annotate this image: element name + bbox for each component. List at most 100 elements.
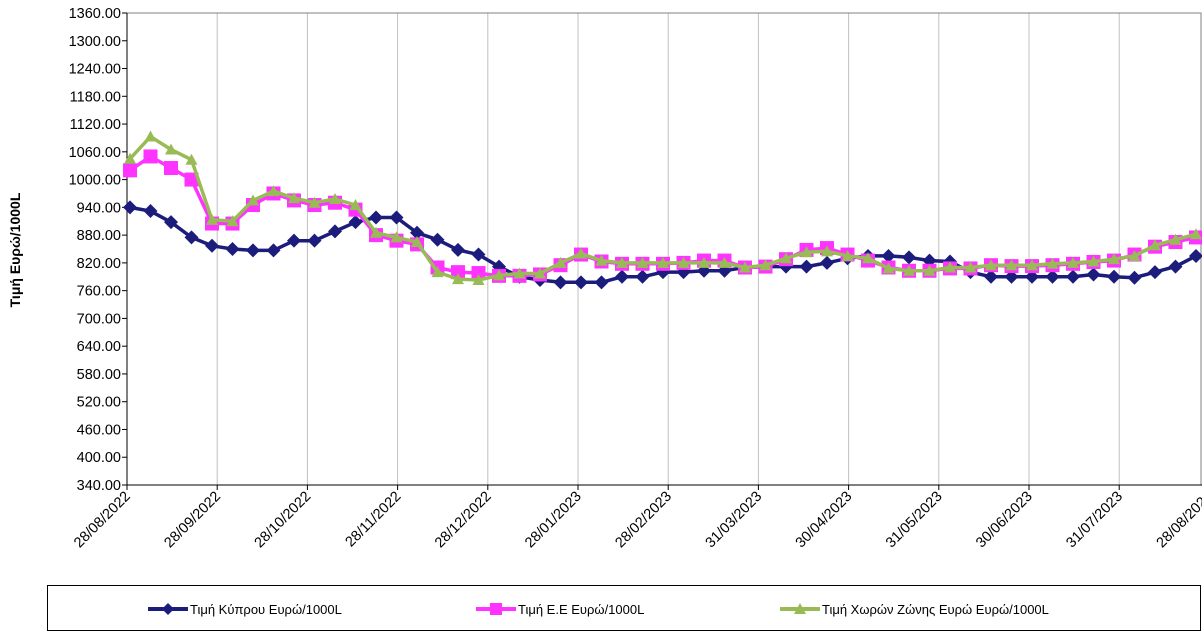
data-point xyxy=(841,249,854,261)
x-tick-label: 30/06/2023 xyxy=(973,489,1036,552)
data-point xyxy=(616,256,628,268)
x-tick-label: 31/03/2023 xyxy=(703,489,766,552)
data-point xyxy=(226,215,239,227)
x-tick-label: 28/08/2023 xyxy=(1154,489,1202,552)
data-point xyxy=(1108,253,1120,265)
data-point xyxy=(410,225,424,240)
data-point xyxy=(1087,255,1100,267)
data-point xyxy=(328,224,342,239)
data-point xyxy=(349,199,362,211)
y-tick-label: 640.00 xyxy=(77,339,121,355)
data-point xyxy=(143,149,158,164)
data-point xyxy=(513,267,526,279)
legend-item-eu: Τιμή Ε.Ε Ευρώ/1000L xyxy=(476,600,644,618)
y-tick-label: 1360.00 xyxy=(69,6,121,22)
data-point xyxy=(389,210,404,225)
data-point xyxy=(718,256,731,268)
x-tick-label: 28/12/2022 xyxy=(432,489,495,552)
data-point xyxy=(635,269,650,284)
data-point xyxy=(185,153,198,165)
y-tick-label: 940.00 xyxy=(77,200,121,216)
data-point xyxy=(1005,259,1018,271)
legend-label-cyprus: Τιμή Κύπρου Ευρώ/1000L xyxy=(190,601,342,617)
data-point xyxy=(143,204,158,219)
data-point xyxy=(534,267,546,279)
data-point xyxy=(266,243,281,258)
y-tick-label: 340.00 xyxy=(77,478,121,494)
data-point xyxy=(1127,270,1142,285)
data-point xyxy=(881,248,896,263)
y-axis-title: Τιμή Ευρώ/1000L xyxy=(7,192,23,307)
y-tick-label: 460.00 xyxy=(77,422,121,438)
data-point xyxy=(267,185,280,197)
plot-area xyxy=(127,13,1202,485)
data-point xyxy=(451,242,465,257)
y-tick-label: 520.00 xyxy=(77,395,121,411)
data-point xyxy=(862,252,874,264)
data-point xyxy=(1168,259,1183,274)
data-point xyxy=(657,256,669,268)
data-point xyxy=(1026,259,1038,271)
y-tick-label: 400.00 xyxy=(77,450,121,466)
data-point xyxy=(1107,269,1121,284)
data-point xyxy=(1004,269,1019,284)
legend-item-cyprus: Τιμή Κύπρου Ευρώ/1000L xyxy=(148,600,342,618)
data-point xyxy=(820,255,834,270)
legend-swatch-triangle xyxy=(780,603,820,614)
data-point xyxy=(225,242,240,256)
data-point xyxy=(821,245,833,257)
data-point xyxy=(430,232,445,247)
y-tick-label: 1300.00 xyxy=(69,34,121,50)
x-tick-label: 28/01/2023 xyxy=(522,489,585,552)
legend-label-eurozone: Τιμή Χωρών Ζώνης Ευρώ Ευρώ/1000L xyxy=(822,601,1049,617)
legend-swatch-square xyxy=(476,603,516,615)
data-point xyxy=(287,233,301,248)
x-tick-label: 28/08/2022 xyxy=(71,489,134,552)
chart-legend: Τιμή Κύπρου Ευρώ/1000L Τιμή Ε.Ε Ευρώ/100… xyxy=(47,585,1201,631)
data-point xyxy=(698,256,710,268)
data-point xyxy=(1149,239,1161,251)
data-point xyxy=(553,275,568,290)
series-lines xyxy=(123,130,1202,290)
y-tick-label: 1240.00 xyxy=(69,62,121,78)
data-point xyxy=(1025,269,1039,284)
data-point xyxy=(1067,256,1079,268)
data-point xyxy=(595,254,608,266)
legend-item-eurozone: Τιμή Χωρών Ζώνης Ευρώ Ευρώ/1000L xyxy=(780,600,1049,618)
data-point xyxy=(882,262,895,274)
data-point xyxy=(164,215,178,230)
data-point xyxy=(288,192,300,204)
y-tick-label: 1180.00 xyxy=(70,89,121,105)
data-point xyxy=(184,230,199,245)
y-tick-label: 1120.00 xyxy=(70,117,121,133)
data-point xyxy=(451,265,465,280)
y-tick-label: 1000.00 xyxy=(69,173,121,189)
data-point xyxy=(369,210,383,225)
data-point xyxy=(123,200,137,215)
data-point xyxy=(452,273,464,285)
data-point xyxy=(799,259,814,274)
data-point xyxy=(246,243,260,258)
data-point xyxy=(471,247,486,262)
data-point xyxy=(144,130,157,142)
data-point xyxy=(759,259,772,271)
data-point xyxy=(205,238,219,253)
data-point xyxy=(329,193,341,205)
data-point xyxy=(1045,269,1060,284)
axes xyxy=(122,12,1202,490)
data-point xyxy=(964,261,977,273)
data-point xyxy=(493,269,505,281)
x-tick-label: 28/11/2022 xyxy=(343,489,405,551)
data-point xyxy=(985,259,997,271)
x-tick-label: 28/09/2022 xyxy=(161,489,224,552)
legend-swatch-diamond xyxy=(148,603,188,615)
x-tick-label: 30/04/2023 xyxy=(793,489,856,552)
plot-background xyxy=(127,13,1202,485)
data-point xyxy=(1189,248,1202,263)
data-point xyxy=(1046,257,1059,269)
data-point xyxy=(247,194,259,206)
data-point xyxy=(123,163,137,178)
data-point xyxy=(944,261,956,273)
